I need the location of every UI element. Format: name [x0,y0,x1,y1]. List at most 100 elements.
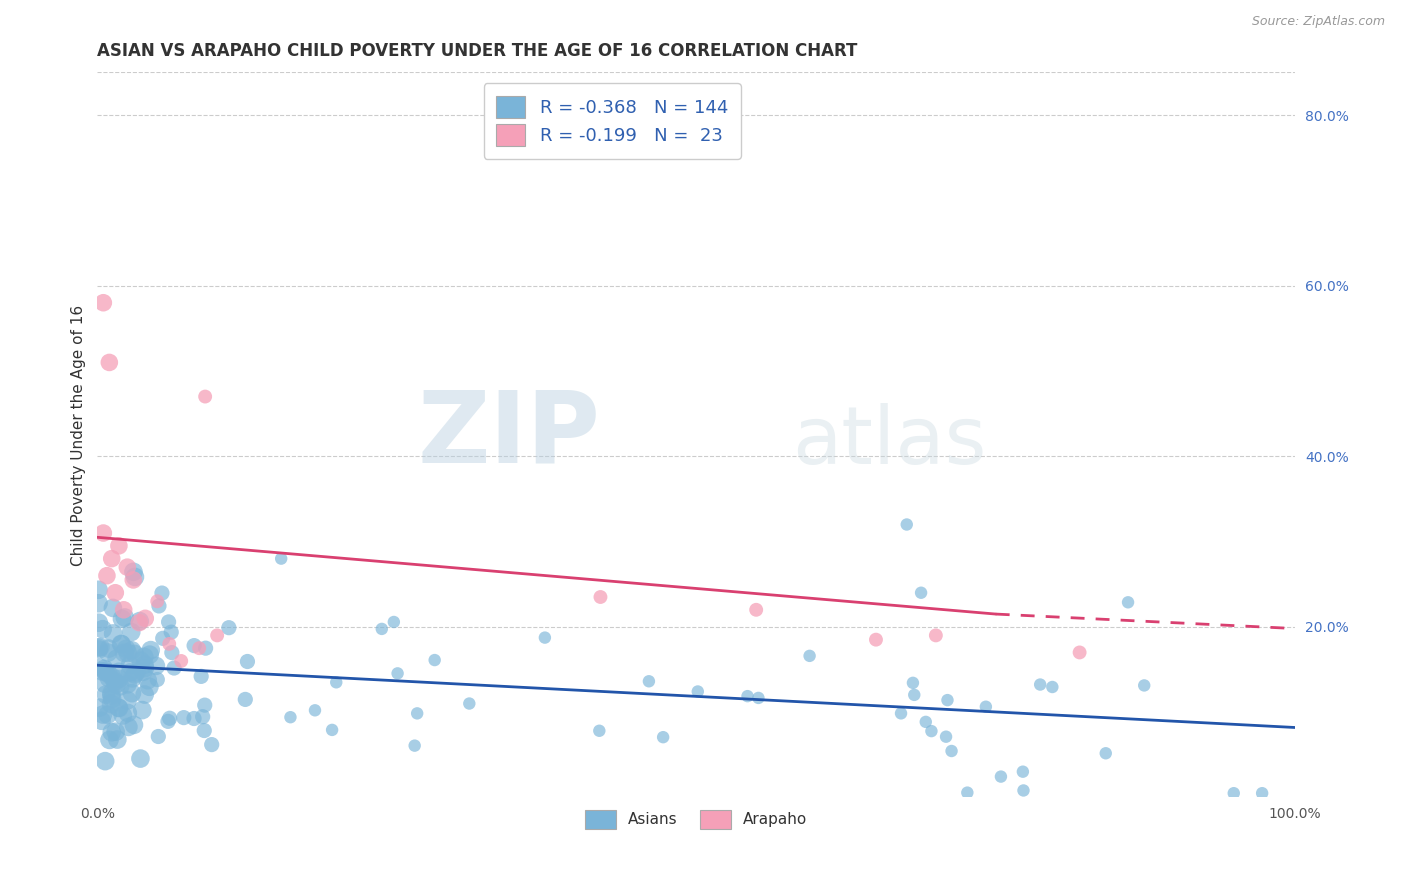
Point [125,665,148,680]
Point [139,643,162,657]
Point [100,725,122,739]
Point [128,615,150,630]
Point [98,355,121,369]
Point [121,671,143,685]
Text: ZIP: ZIP [418,386,600,483]
Point [114,610,136,624]
Point [270,551,292,566]
Point [146,594,169,608]
Point [105,732,128,747]
Point [122,573,145,587]
Point [101,626,124,640]
Point [105,652,128,666]
Point [117,677,139,691]
Point [193,723,215,738]
Point [1012,783,1035,797]
Point [160,646,183,660]
Point [87,642,110,657]
Point [100,686,122,700]
Point [152,632,174,646]
Point [404,739,426,753]
Point [1116,595,1139,609]
Point [91,295,114,310]
Point [128,614,150,628]
Point [280,710,302,724]
Point [89,700,111,714]
Point [111,708,134,723]
Point [104,674,127,689]
Point [117,693,139,707]
Point [901,676,924,690]
Point [107,700,129,714]
Point [190,669,212,683]
Point [194,390,217,404]
Point [101,670,124,684]
Point [111,637,134,651]
Point [325,675,347,690]
Point [686,684,709,698]
Point [170,654,193,668]
Point [108,539,131,553]
Point [108,665,131,679]
Point [104,586,127,600]
Point [890,706,912,721]
Point [157,615,180,629]
Point [134,661,156,675]
Point [745,603,768,617]
Point [97,666,120,681]
Point [233,692,256,706]
Point [90,665,112,679]
Point [87,615,110,630]
Point [91,622,114,636]
Point [112,646,135,660]
Point [93,677,115,691]
Point [1040,680,1063,694]
Point [94,754,117,768]
Point [146,673,169,687]
Point [218,621,240,635]
Point [910,586,932,600]
Point [737,689,759,703]
Point [122,718,145,732]
Point [145,659,167,673]
Point [589,590,612,604]
Point [194,641,217,656]
Point [134,688,156,702]
Point [423,653,446,667]
Point [117,706,139,720]
Point [108,679,131,693]
Point [183,712,205,726]
Point [100,689,122,703]
Point [108,701,131,715]
Point [799,648,821,663]
Point [132,665,155,679]
Point [91,707,114,722]
Point [122,565,145,579]
Point [94,688,117,702]
Point [134,657,156,672]
Point [1094,746,1116,760]
Point [138,680,160,694]
Point [896,517,918,532]
Point [136,673,159,688]
Point [112,603,135,617]
Point [89,661,111,675]
Point [121,686,143,700]
Point [406,706,429,721]
Point [100,697,122,711]
Point [935,730,957,744]
Point [914,714,936,729]
Point [638,674,661,689]
Point [387,666,409,681]
Point [117,720,139,734]
Point [1222,786,1244,800]
Point [89,640,111,654]
Point [925,628,948,642]
Point [956,786,979,800]
Point [974,699,997,714]
Point [97,707,120,722]
Point [115,641,138,656]
Point [117,646,139,660]
Text: atlas: atlas [792,403,987,481]
Point [163,661,186,675]
